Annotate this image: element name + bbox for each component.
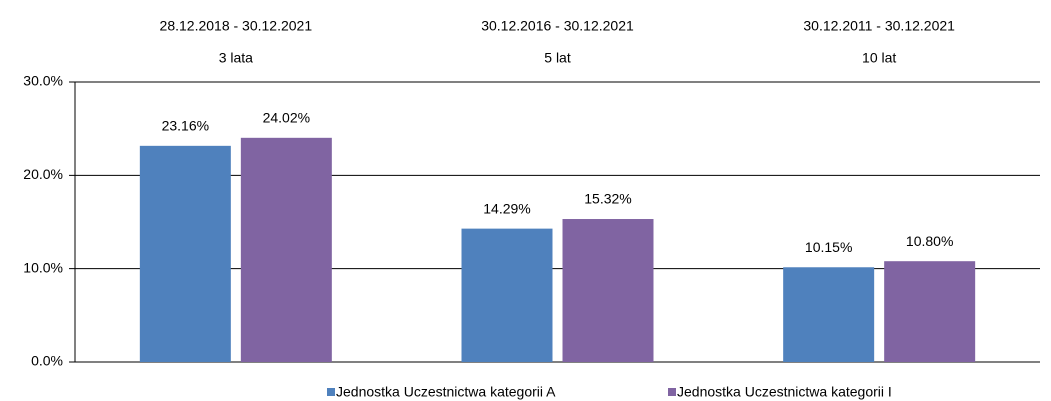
legend-label: Jednostka Uczestnictwa kategorii A — [336, 384, 556, 400]
bar — [783, 267, 875, 362]
y-tick-label: 0.0% — [31, 353, 63, 369]
category-dates: 30.12.2011 - 30.12.2021 — [803, 18, 955, 34]
y-tick-label: 20.0% — [23, 166, 63, 182]
data-label: 10.15% — [805, 239, 852, 255]
legend-swatch — [327, 388, 335, 396]
category-dates: 30.12.2016 - 30.12.2021 — [481, 18, 634, 34]
x-tick-label: 10 lat — [862, 50, 896, 66]
y-tick-label: 10.0% — [23, 259, 63, 275]
y-tick-label: 30.0% — [23, 73, 63, 89]
legend-swatch — [668, 388, 676, 396]
bar — [884, 261, 976, 362]
bar — [240, 137, 332, 362]
x-tick-label: 3 lata — [219, 50, 253, 66]
data-label: 23.16% — [162, 118, 209, 134]
x-tick-label: 5 lat — [544, 50, 571, 66]
bar — [562, 219, 654, 362]
legend-label: Jednostka Uczestnictwa kategorii I — [677, 384, 892, 400]
data-label: 14.29% — [483, 200, 530, 216]
data-label: 15.32% — [584, 191, 631, 207]
data-label: 24.02% — [263, 110, 310, 126]
category-dates: 28.12.2018 - 30.12.2021 — [160, 18, 313, 34]
data-label: 10.80% — [906, 233, 953, 249]
bar — [461, 228, 553, 362]
bar — [139, 145, 231, 362]
